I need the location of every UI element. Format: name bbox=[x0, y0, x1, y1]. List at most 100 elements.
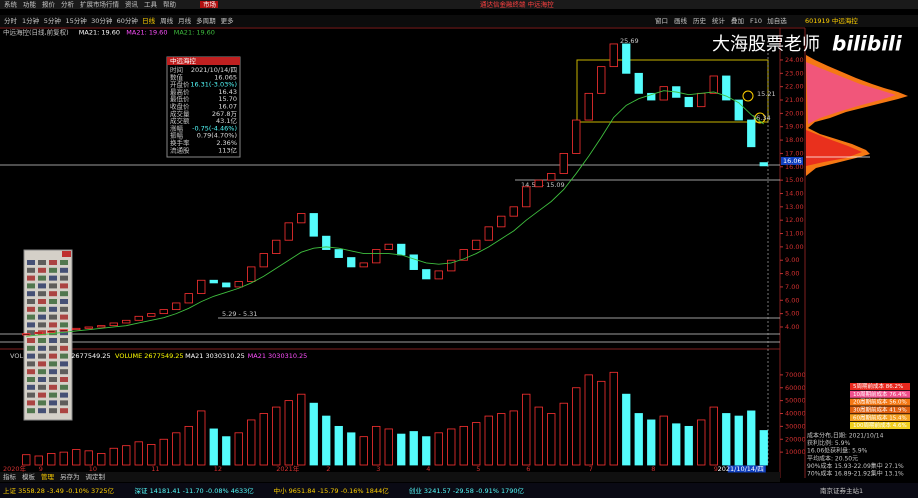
palette-tool[interactable] bbox=[49, 369, 57, 375]
palette-tool[interactable] bbox=[27, 260, 35, 265]
period-button[interactable]: 周线 bbox=[160, 16, 174, 25]
palette-tool[interactable] bbox=[38, 314, 46, 320]
period-button[interactable]: 分时 bbox=[4, 16, 18, 25]
palette-tool[interactable] bbox=[60, 322, 68, 328]
tool-button[interactable]: 画线 bbox=[674, 16, 688, 25]
bottom-tab[interactable]: 另存为 bbox=[60, 472, 80, 481]
palette-tool[interactable] bbox=[49, 275, 57, 281]
palette-tool[interactable] bbox=[38, 361, 46, 367]
palette-tool[interactable] bbox=[38, 400, 46, 406]
palette-tool[interactable] bbox=[60, 291, 68, 297]
stock-code[interactable]: 601919 中远海控 bbox=[805, 16, 858, 25]
palette-tool[interactable] bbox=[49, 361, 57, 367]
palette-tool[interactable] bbox=[49, 314, 57, 320]
palette-tool[interactable] bbox=[38, 384, 46, 390]
palette-tool[interactable] bbox=[38, 267, 46, 273]
palette-tool[interactable] bbox=[49, 345, 57, 351]
palette-tool[interactable] bbox=[38, 283, 46, 289]
palette-tool[interactable] bbox=[60, 267, 68, 273]
palette-tool[interactable] bbox=[38, 353, 46, 359]
palette-tool[interactable] bbox=[27, 400, 35, 406]
period-button[interactable]: 更多 bbox=[221, 16, 235, 25]
palette-tool[interactable] bbox=[27, 384, 35, 390]
menu-item[interactable]: 帮助 bbox=[163, 0, 177, 9]
period-button[interactable]: 15分钟 bbox=[66, 16, 88, 25]
palette-tool[interactable] bbox=[60, 275, 68, 281]
palette-tool[interactable] bbox=[27, 345, 35, 351]
palette-tool[interactable] bbox=[60, 314, 68, 320]
period-button[interactable]: 多周期 bbox=[196, 16, 216, 25]
palette-tool[interactable] bbox=[49, 384, 57, 390]
palette-tool[interactable] bbox=[49, 400, 57, 406]
palette-tool[interactable] bbox=[27, 322, 35, 328]
palette-tool[interactable] bbox=[60, 400, 68, 406]
tool-button[interactable]: 加自选 bbox=[767, 16, 787, 25]
palette-tool[interactable] bbox=[27, 338, 35, 343]
palette-tool[interactable] bbox=[60, 392, 68, 398]
palette-tool[interactable] bbox=[49, 377, 57, 382]
tool-button[interactable]: 历史 bbox=[693, 16, 707, 25]
palette-tool[interactable] bbox=[60, 369, 68, 375]
tool-button[interactable]: 叠加 bbox=[731, 16, 744, 25]
palette-close[interactable] bbox=[62, 251, 71, 257]
bottom-tab[interactable]: 管理 bbox=[41, 472, 55, 481]
palette-tool[interactable] bbox=[27, 299, 35, 304]
palette-tool[interactable] bbox=[49, 322, 57, 328]
palette-tool[interactable] bbox=[38, 275, 46, 281]
menu-item[interactable]: 工具 bbox=[144, 1, 158, 9]
menu-item[interactable]: 扩展市场行情 bbox=[80, 0, 120, 9]
palette-tool[interactable] bbox=[49, 283, 57, 289]
menu-item[interactable]: 资讯 bbox=[125, 0, 139, 9]
palette-tool[interactable] bbox=[60, 377, 68, 382]
palette-tool[interactable] bbox=[27, 267, 35, 273]
tool-button[interactable]: F10 bbox=[750, 17, 762, 25]
palette-tool[interactable] bbox=[60, 283, 68, 289]
palette-tool[interactable] bbox=[60, 353, 68, 359]
palette-tool[interactable] bbox=[38, 299, 46, 304]
bottom-tab[interactable]: 调定制 bbox=[86, 472, 106, 481]
palette-tool[interactable] bbox=[49, 392, 57, 398]
palette-tool[interactable] bbox=[60, 345, 68, 351]
period-button[interactable]: 30分钟 bbox=[91, 16, 113, 25]
palette-tool[interactable] bbox=[49, 353, 57, 359]
period-button[interactable]: 1分钟 bbox=[22, 16, 40, 25]
palette-tool[interactable] bbox=[60, 260, 68, 265]
bottom-tab[interactable]: 指标 bbox=[3, 472, 17, 481]
palette-tool[interactable] bbox=[38, 260, 46, 265]
palette-tool[interactable] bbox=[38, 369, 46, 375]
palette-tool[interactable] bbox=[60, 306, 68, 312]
palette-tool[interactable] bbox=[60, 384, 68, 390]
menu-item[interactable]: 报价 bbox=[42, 0, 56, 9]
palette-tool[interactable] bbox=[60, 361, 68, 367]
menu-item[interactable]: 分析 bbox=[61, 0, 75, 9]
palette-tool[interactable] bbox=[49, 338, 57, 343]
market-tab[interactable]: 市场 bbox=[203, 0, 217, 9]
palette-tool[interactable] bbox=[27, 291, 35, 297]
palette-tool[interactable] bbox=[38, 408, 46, 414]
period-button[interactable]: 月线 bbox=[178, 16, 192, 25]
palette-tool[interactable] bbox=[38, 306, 46, 312]
palette-tool[interactable] bbox=[38, 392, 46, 398]
palette-tool[interactable] bbox=[27, 283, 35, 289]
palette-tool[interactable] bbox=[38, 291, 46, 297]
tool-button[interactable]: 窗口 bbox=[655, 16, 668, 25]
bottom-tab[interactable]: 模板 bbox=[22, 472, 36, 481]
palette-tool[interactable] bbox=[49, 267, 57, 273]
palette-tool[interactable] bbox=[49, 299, 57, 304]
palette-tool[interactable] bbox=[60, 338, 68, 343]
palette-tool[interactable] bbox=[27, 361, 35, 367]
palette-tool[interactable] bbox=[49, 291, 57, 297]
palette-tool[interactable] bbox=[60, 408, 68, 414]
palette-tool[interactable] bbox=[49, 306, 57, 312]
palette-tool[interactable] bbox=[27, 275, 35, 281]
palette-tool[interactable] bbox=[27, 330, 35, 336]
period-button[interactable]: 60分钟 bbox=[117, 16, 139, 25]
palette-tool[interactable] bbox=[27, 392, 35, 398]
palette-tool[interactable] bbox=[38, 377, 46, 382]
palette-tool[interactable] bbox=[60, 299, 68, 304]
menu-item[interactable]: 系统 bbox=[4, 0, 18, 9]
palette-tool[interactable] bbox=[38, 322, 46, 328]
palette-tool[interactable] bbox=[27, 408, 35, 414]
palette-tool[interactable] bbox=[49, 260, 57, 265]
tool-button[interactable]: 统计 bbox=[712, 16, 726, 25]
